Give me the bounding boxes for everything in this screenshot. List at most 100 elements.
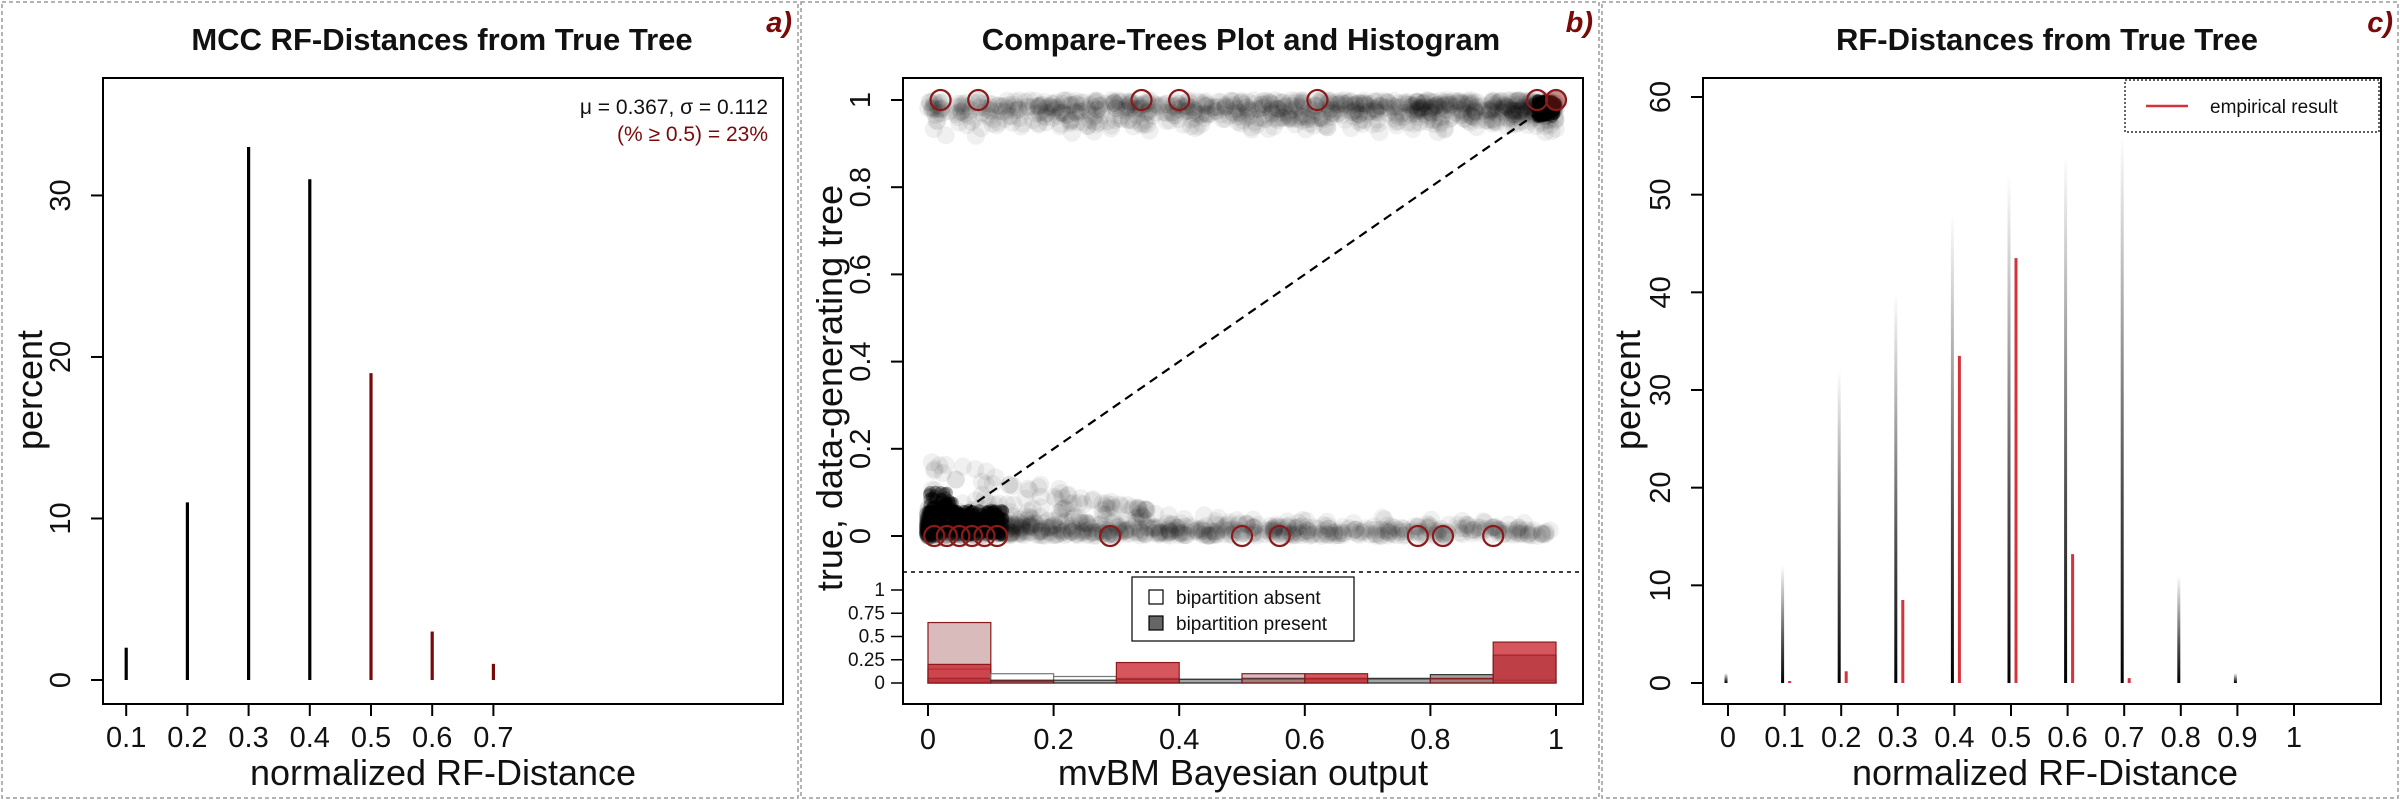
legend-present-label: bipartition present [1176, 614, 1328, 635]
cloud-point [950, 510, 969, 529]
x-tick-label: 0 [1720, 722, 1736, 754]
cloud-point [1290, 524, 1308, 543]
cloud-point [921, 509, 940, 528]
cloud-point [1481, 101, 1500, 120]
cloud-point [1537, 522, 1556, 541]
cloud-point [1061, 522, 1080, 541]
cloud-point [935, 513, 948, 526]
x-tick-label: 1 [1548, 724, 1564, 756]
cloud-point [1361, 525, 1380, 544]
cloud-point [1382, 521, 1401, 540]
cloud-point [1066, 521, 1085, 540]
x-tick-label: 0.6 [2047, 722, 2087, 754]
cloud-point [1379, 523, 1398, 542]
cloud-point [1009, 524, 1028, 543]
cloud-point [922, 505, 935, 518]
cloud-point [978, 507, 997, 526]
cloud-point [1050, 503, 1069, 522]
cloud-point [1304, 524, 1322, 543]
cloud-point [1093, 523, 1112, 542]
cloud-point [1458, 515, 1477, 534]
cloud-point [1223, 520, 1242, 539]
cloud-point [985, 513, 998, 526]
cloud-point [1063, 523, 1081, 542]
cloud-point [1014, 526, 1033, 545]
cloud-point [1291, 107, 1310, 126]
cloud-point [1067, 525, 1086, 544]
cloud-point [1006, 519, 1025, 538]
legend-present-swatch [1148, 615, 1164, 631]
y-tick-label: 10 [1645, 569, 1677, 601]
cloud-point [1464, 520, 1483, 539]
cloud-point [1195, 506, 1214, 525]
x-tick-label: 1 [2286, 722, 2302, 754]
cloud-point [1418, 518, 1437, 537]
cloud-point [940, 505, 953, 518]
cloud-point [1094, 524, 1113, 543]
panel-c-simulated-distribution [1724, 136, 2237, 684]
cloud-point [1037, 518, 1056, 537]
cloud-point [1344, 514, 1363, 533]
cloud-point [1010, 523, 1029, 542]
x-tick-label: 0.5 [351, 722, 391, 754]
cloud-point [1174, 523, 1192, 542]
x-tick-label: 0.3 [228, 722, 268, 754]
hist-mcc-absent-bar [990, 680, 1055, 684]
cloud-point [1289, 513, 1308, 532]
cloud-point [1279, 516, 1298, 535]
cloud-point [1018, 523, 1037, 542]
cloud-point [1078, 521, 1097, 540]
cloud-point [1192, 522, 1211, 540]
cloud-point [1192, 521, 1211, 539]
x-tick-label: 0.2 [167, 722, 207, 754]
cloud-point [1063, 509, 1082, 528]
cloud-point [1438, 101, 1457, 120]
cloud-point [1320, 525, 1339, 544]
cloud-point [1224, 92, 1243, 110]
cloud-point [1051, 507, 1069, 526]
hist-present-bar [1052, 679, 1117, 684]
cloud-point [1076, 518, 1095, 537]
cloud-point [1219, 513, 1238, 532]
cloud-point [1384, 525, 1403, 544]
cloud-point [1083, 523, 1102, 542]
cloud-point [961, 511, 974, 524]
cloud-point [1195, 522, 1214, 541]
cloud-point [1387, 526, 1406, 545]
cloud-point [927, 508, 940, 521]
cloud-point [1047, 525, 1066, 544]
cloud-point [1316, 116, 1334, 135]
cloud-point [1203, 522, 1222, 541]
cloud-point [1379, 520, 1398, 539]
cloud-point [996, 516, 1015, 535]
cloud-point [1121, 524, 1140, 543]
cloud-point [1457, 519, 1476, 537]
cloud-point [1215, 525, 1234, 544]
cloud-point [1003, 507, 1022, 526]
panel-c-y-label: percent [1607, 330, 1648, 450]
cloud-point [1243, 518, 1262, 537]
y-tick-label: 50 [1645, 179, 1677, 211]
cloud-point [919, 504, 938, 523]
cloud-point [923, 498, 936, 511]
cloud-point [1453, 511, 1472, 530]
cloud-point [1002, 514, 1021, 533]
cloud-point [1365, 100, 1384, 119]
cloud-point [1312, 526, 1331, 545]
cloud-point [1027, 525, 1046, 544]
cloud-point [948, 504, 961, 517]
cloud-point [1372, 527, 1391, 545]
cloud-point [1010, 98, 1029, 117]
cloud-point [989, 504, 1002, 517]
cloud-point [1118, 511, 1137, 530]
cloud-point [1286, 526, 1305, 545]
cloud-point [980, 516, 999, 534]
cloud-point [1209, 508, 1228, 527]
cloud-point [1168, 521, 1187, 540]
cloud-point [1011, 519, 1030, 538]
cloud-point [1152, 523, 1171, 542]
y-tick-label: 0 [45, 672, 77, 688]
cloud-point [1052, 514, 1071, 533]
cloud-point [1293, 517, 1312, 536]
cloud-point [942, 503, 954, 516]
